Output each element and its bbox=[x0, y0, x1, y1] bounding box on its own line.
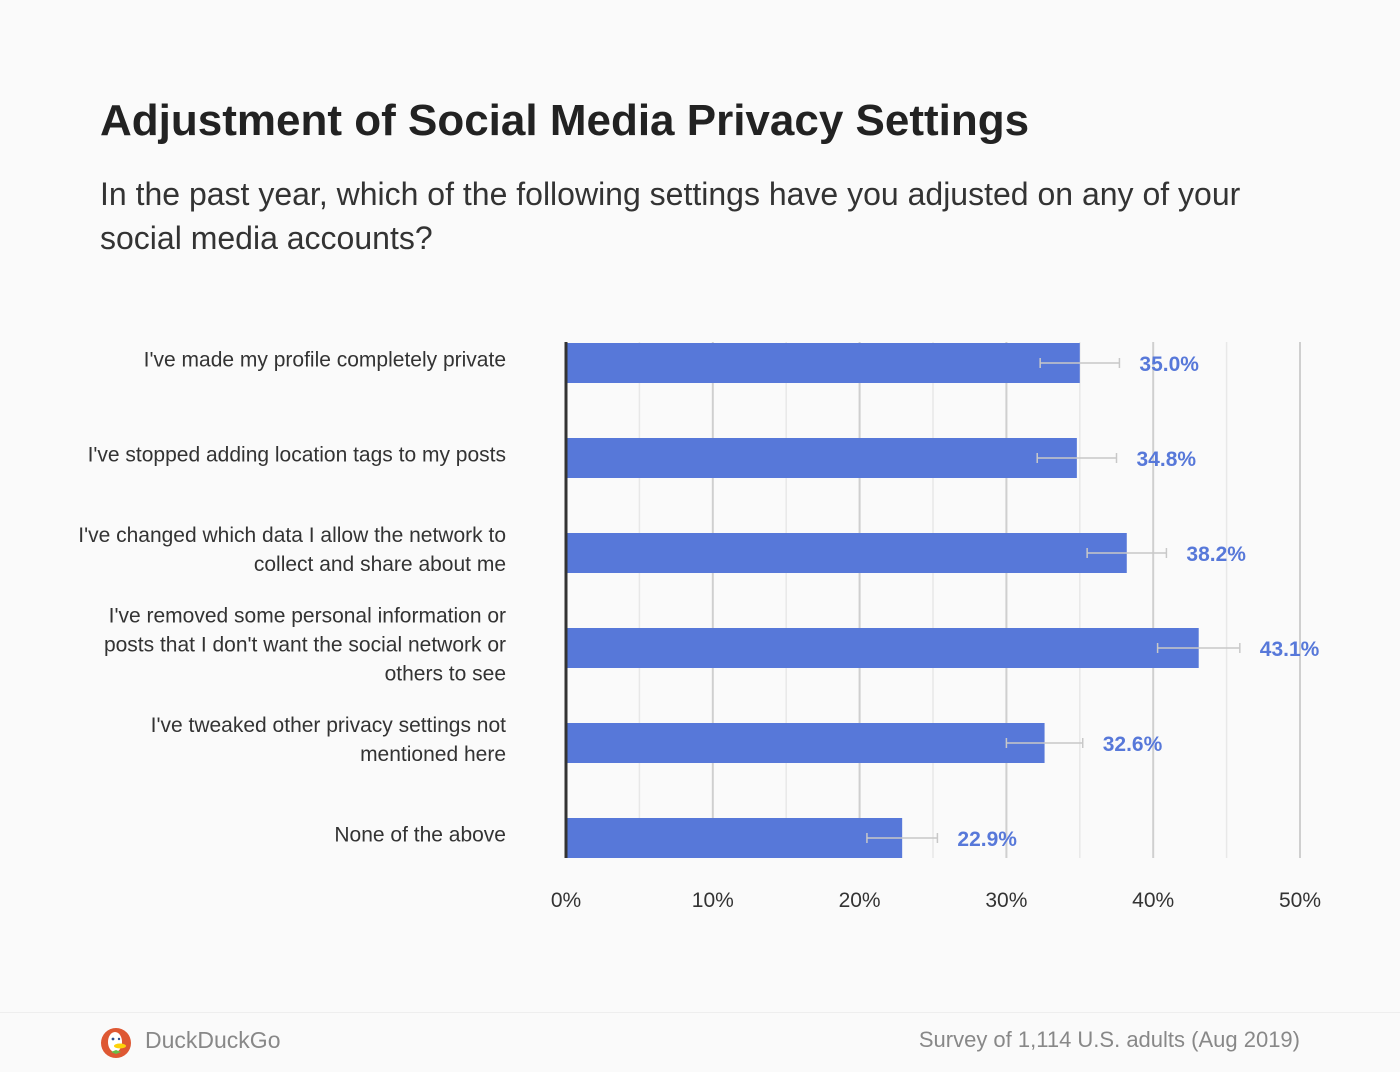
chart-subtitle: In the past year, which of the following… bbox=[100, 176, 1241, 256]
x-tick-label: 50% bbox=[1279, 889, 1321, 912]
x-tick-label: 20% bbox=[839, 889, 881, 912]
bar bbox=[566, 628, 1199, 668]
x-tick-label: 30% bbox=[985, 889, 1027, 912]
category-label: None of the above bbox=[334, 823, 506, 847]
data-label: 38.2% bbox=[1186, 543, 1246, 566]
x-tick-label: 10% bbox=[692, 889, 734, 912]
category-label: I've removed some personal information o… bbox=[103, 604, 506, 686]
data-label: 43.1% bbox=[1260, 638, 1320, 661]
bar bbox=[566, 438, 1077, 478]
category-label: I've made my profile completely private bbox=[143, 348, 506, 372]
data-label: 22.9% bbox=[957, 828, 1017, 851]
bar bbox=[566, 533, 1127, 573]
bar bbox=[566, 723, 1045, 763]
duckduckgo-logo-icon bbox=[101, 1028, 131, 1058]
bar bbox=[566, 818, 903, 858]
category-label: I've stopped adding location tags to my … bbox=[87, 443, 506, 467]
data-label: 32.6% bbox=[1103, 733, 1163, 756]
data-label: 35.0% bbox=[1139, 353, 1199, 376]
source-note: Survey of 1,114 U.S. adults (Aug 2019) bbox=[918, 1027, 1300, 1052]
x-tick-label: 40% bbox=[1132, 889, 1174, 912]
category-label: I've tweaked other privacy settings not … bbox=[150, 714, 506, 766]
bar-chart: 0% 10% 20% 30% 40% 50% 35.0% 34.8% 38.2% 43.1% 32.… bbox=[551, 342, 1321, 912]
category-label: I've changed which data I allow the netw… bbox=[78, 524, 506, 576]
x-tick-label: 0% bbox=[551, 889, 581, 912]
data-label: 34.8% bbox=[1137, 448, 1197, 471]
chart-title: Adjustment of Social Media Privacy Setti… bbox=[100, 96, 1030, 145]
brand-name: DuckDuckGo bbox=[145, 1027, 281, 1053]
footer: DuckDuckGo Survey of 1,114 U.S. adults (… bbox=[0, 1012, 1400, 1072]
bar bbox=[566, 343, 1080, 383]
